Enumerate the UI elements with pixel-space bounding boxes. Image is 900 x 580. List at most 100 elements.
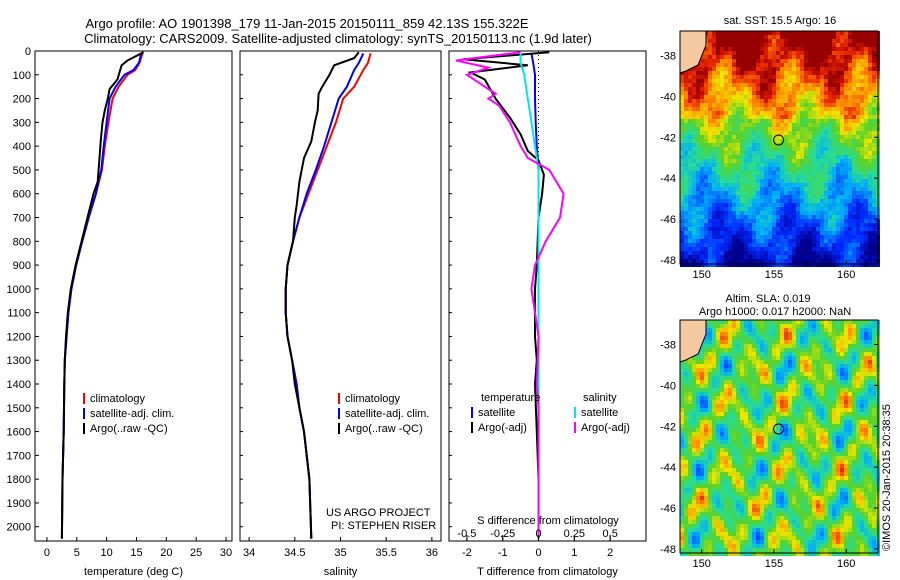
map-cell bbox=[844, 255, 848, 259]
map-cell bbox=[708, 416, 712, 420]
map-cell bbox=[720, 436, 724, 440]
map-cell bbox=[740, 416, 744, 420]
map-cell bbox=[800, 263, 804, 267]
map-cell bbox=[768, 259, 772, 263]
map-cell bbox=[816, 440, 820, 444]
map-cell bbox=[808, 75, 812, 79]
map-cell bbox=[712, 464, 716, 468]
map-cell bbox=[848, 372, 852, 376]
map-cell bbox=[712, 364, 716, 368]
map-cell bbox=[764, 364, 768, 368]
map-cell bbox=[700, 464, 704, 468]
map-cell bbox=[828, 167, 832, 171]
map-cell bbox=[684, 412, 688, 416]
map-cell bbox=[708, 99, 712, 103]
map-cell bbox=[860, 127, 864, 131]
map-cell bbox=[712, 103, 716, 107]
map-cell bbox=[852, 163, 856, 167]
map-cell bbox=[712, 107, 716, 111]
map-cell bbox=[824, 127, 828, 131]
map-cell bbox=[872, 83, 876, 87]
map-cell bbox=[688, 135, 692, 139]
map-cell bbox=[728, 87, 732, 91]
difference-plot: -2 -1 0 1 2T difference from climatology-0.5… bbox=[448, 50, 647, 578]
y-tick-label: 1000 bbox=[7, 284, 31, 296]
map-cell bbox=[748, 416, 752, 420]
map-cell bbox=[800, 376, 804, 380]
map-cell bbox=[804, 251, 808, 255]
map-cell bbox=[768, 231, 772, 235]
map-cell bbox=[844, 247, 848, 251]
map-cell bbox=[828, 111, 832, 115]
map-cell bbox=[868, 456, 872, 460]
map-cell bbox=[872, 171, 876, 175]
map-cell bbox=[768, 460, 772, 464]
map-cell bbox=[820, 39, 824, 43]
map-cell bbox=[812, 31, 816, 35]
map-cell bbox=[840, 131, 844, 135]
map-cell bbox=[708, 203, 712, 207]
map-cell bbox=[856, 179, 860, 183]
map-cell bbox=[856, 95, 860, 99]
map-cell bbox=[836, 219, 840, 223]
map-cell bbox=[760, 239, 764, 243]
map-cell bbox=[740, 123, 744, 127]
map-cell bbox=[732, 55, 736, 59]
map-cell bbox=[808, 360, 812, 364]
map-cell bbox=[784, 91, 788, 95]
map-cell bbox=[812, 356, 816, 360]
map-cell bbox=[788, 440, 792, 444]
map-cell bbox=[684, 123, 688, 127]
map-cell bbox=[716, 195, 720, 199]
map-cell bbox=[816, 444, 820, 448]
map-cell bbox=[840, 91, 844, 95]
map-cell bbox=[776, 123, 780, 127]
map-cell bbox=[816, 119, 820, 123]
map-cell bbox=[828, 400, 832, 404]
map-cell bbox=[776, 35, 780, 39]
map-cell bbox=[860, 392, 864, 396]
map-cell bbox=[760, 211, 764, 215]
map-cell bbox=[704, 207, 708, 211]
map-cell bbox=[784, 167, 788, 171]
map-cell bbox=[848, 328, 852, 332]
map-cell bbox=[852, 51, 856, 55]
map-cell bbox=[736, 348, 740, 352]
plot-frame bbox=[34, 50, 233, 542]
map-cell bbox=[852, 452, 856, 456]
map-cell bbox=[752, 247, 756, 251]
map-cell bbox=[688, 239, 692, 243]
map-cell bbox=[752, 251, 756, 255]
map-cell bbox=[744, 187, 748, 191]
map-cell bbox=[848, 207, 852, 211]
map-cell bbox=[860, 183, 864, 187]
map-cell bbox=[764, 103, 768, 107]
map-cell bbox=[868, 75, 872, 79]
map-cell bbox=[740, 155, 744, 159]
map-cell bbox=[804, 392, 808, 396]
map-cell bbox=[736, 368, 740, 372]
map-cell bbox=[844, 416, 848, 420]
map-cell bbox=[800, 456, 804, 460]
y-tick-label: 100 bbox=[13, 70, 31, 82]
map-cell bbox=[724, 83, 728, 87]
map-cell bbox=[844, 263, 848, 267]
map-cell bbox=[812, 324, 816, 328]
map-cell bbox=[740, 404, 744, 408]
map-cell bbox=[860, 328, 864, 332]
map-cell bbox=[776, 151, 780, 155]
map-cell bbox=[868, 416, 872, 420]
map-cell bbox=[728, 75, 732, 79]
map-cell bbox=[776, 251, 780, 255]
map-cell bbox=[744, 360, 748, 364]
map-cell bbox=[836, 67, 840, 71]
map-cell bbox=[720, 348, 724, 352]
map-cell bbox=[832, 75, 836, 79]
map-cell bbox=[744, 259, 748, 263]
map-cell bbox=[700, 111, 704, 115]
map-cell bbox=[680, 175, 684, 179]
map-cell bbox=[716, 39, 720, 43]
map-cell bbox=[784, 420, 788, 424]
map-cell bbox=[708, 135, 712, 139]
map-cell bbox=[856, 384, 860, 388]
